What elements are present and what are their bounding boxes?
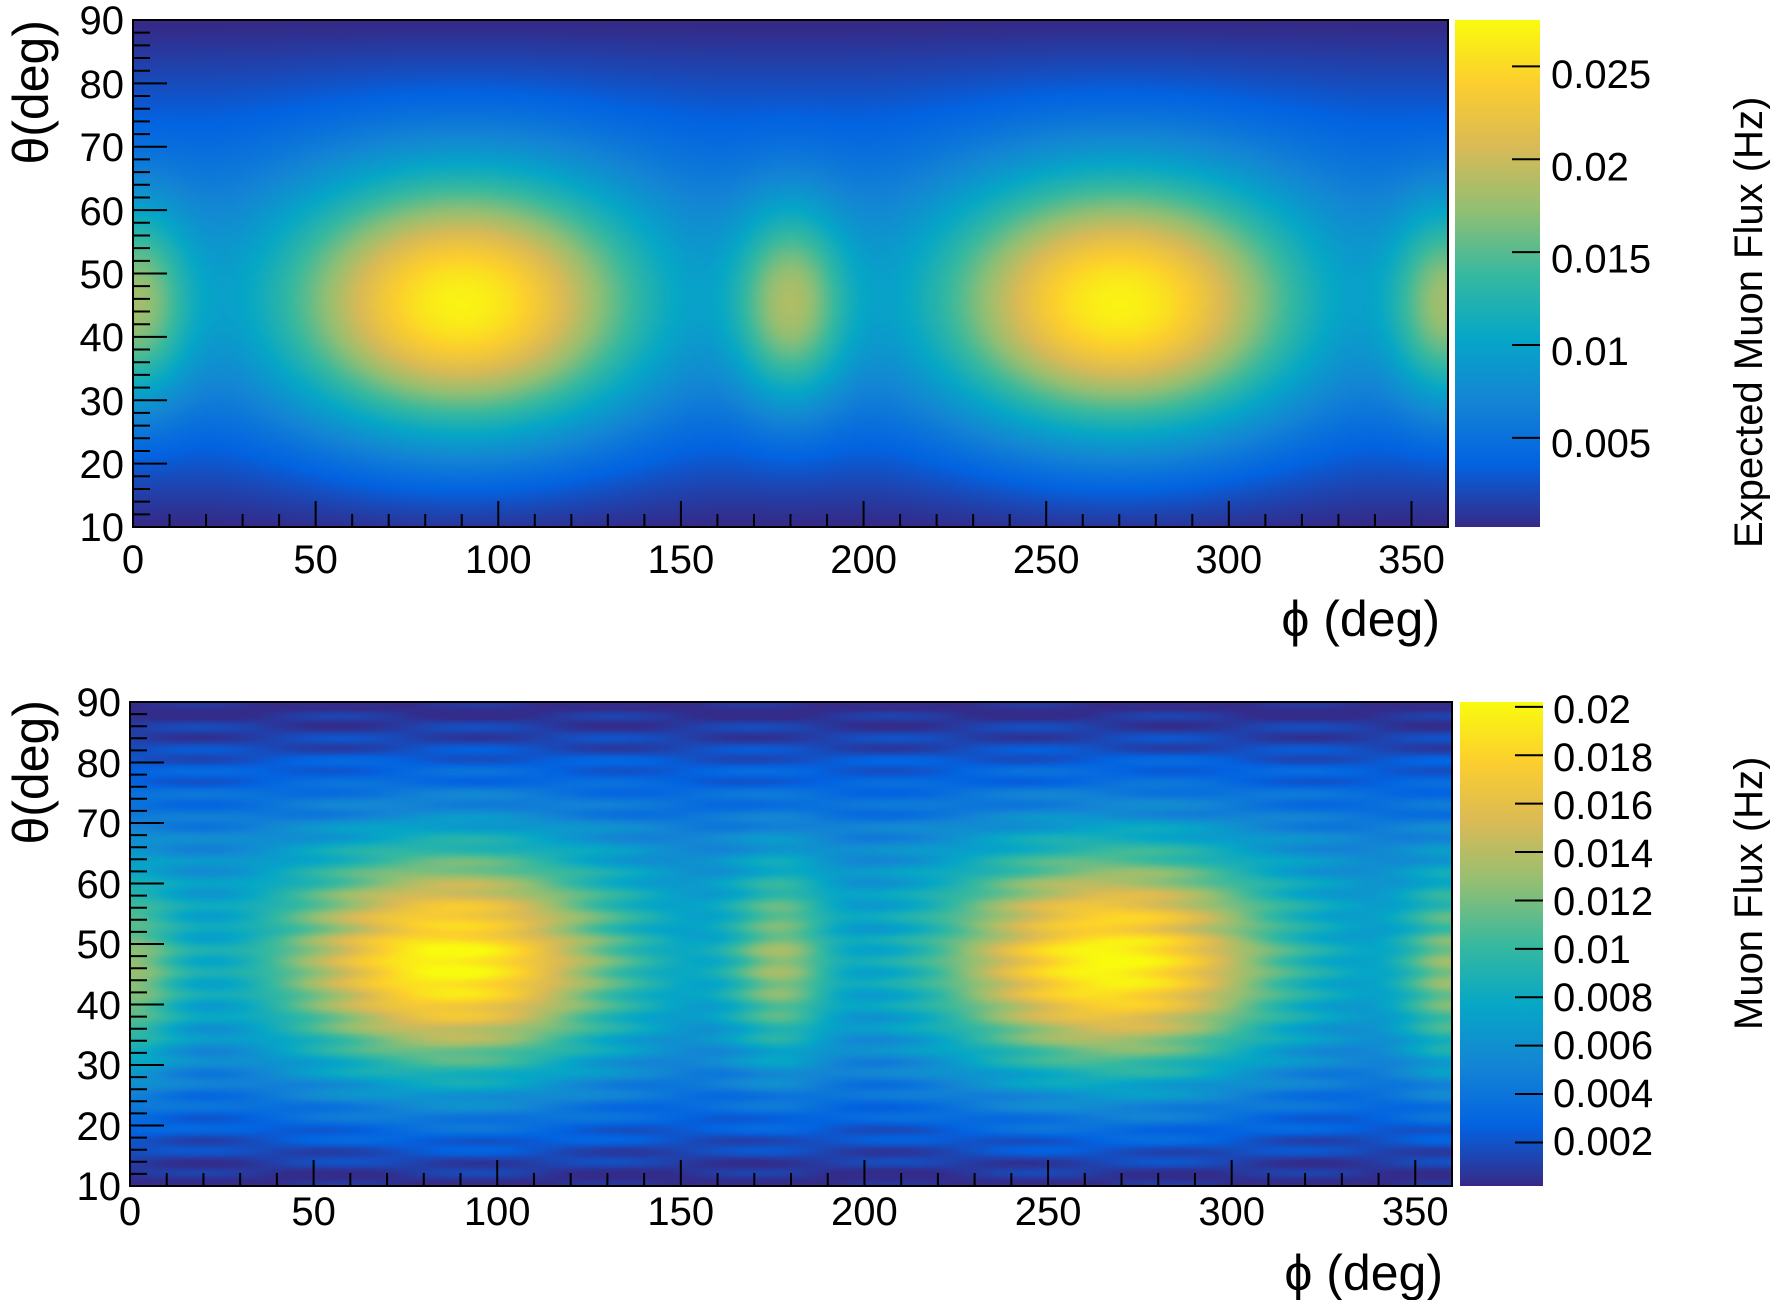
heatmap-image xyxy=(130,702,1452,1186)
colorbar-tick-label: 0.004 xyxy=(1553,1072,1653,1116)
y-tick-label: 90 xyxy=(77,681,122,725)
colorbar-tick-label: 0.014 xyxy=(1553,832,1653,876)
axis-ticks xyxy=(132,19,1449,528)
colorbar: 0.02 0.018 0.016 0.014 0.012 0.01 0.008 … xyxy=(1460,688,1770,1186)
y-tick-label: 50 xyxy=(77,923,122,967)
y-tick-label: 90 xyxy=(80,0,125,43)
colorbar-gradient xyxy=(1455,20,1540,527)
x-tick-label: 200 xyxy=(830,538,897,582)
x-tick-label: 0 xyxy=(122,538,144,582)
colorbar-tick-label: 0.008 xyxy=(1553,976,1653,1020)
y-tick-label: 80 xyxy=(77,742,122,786)
colorbar-tick-label: 0.01 xyxy=(1551,330,1629,374)
x-tick-label: 300 xyxy=(1195,538,1262,582)
colorbar-tick-label: 0.006 xyxy=(1553,1024,1653,1068)
colorbar-title: Muon Flux (Hz) xyxy=(1727,757,1770,1030)
colorbar-tick-label: 0.015 xyxy=(1551,238,1651,282)
colorbar-tick-label: 0.025 xyxy=(1551,53,1651,97)
colorbar-ticks xyxy=(1515,705,1543,1144)
y-axis-title: θ(deg) xyxy=(3,20,59,165)
x-tick-label: 250 xyxy=(1015,1190,1082,1234)
x-tick-labels: 0 50 100 150 200 250 300 350 xyxy=(122,538,1445,582)
x-tick-label: 50 xyxy=(291,1190,336,1234)
y-tick-label: 30 xyxy=(80,380,125,424)
y-tick-label: 10 xyxy=(77,1165,122,1209)
x-tick-label: 150 xyxy=(648,538,715,582)
panel-measured: 0 50 100 150 200 250 300 350 10 20 30 40… xyxy=(3,681,1770,1300)
x-tick-label: 300 xyxy=(1198,1190,1265,1234)
x-tick-label: 100 xyxy=(465,538,532,582)
y-tick-label: 60 xyxy=(80,190,125,234)
colorbar-tick-label: 0.005 xyxy=(1551,422,1651,466)
colorbar-tick-label: 0.018 xyxy=(1553,736,1653,780)
y-tick-labels: 10 20 30 40 50 60 70 80 90 xyxy=(80,0,125,550)
x-axis-title: ϕ (deg) xyxy=(1281,591,1440,647)
x-tick-label: 250 xyxy=(1013,538,1080,582)
y-tick-label: 20 xyxy=(77,1105,122,1149)
x-tick-label: 350 xyxy=(1378,538,1445,582)
colorbar-tick-label: 0.01 xyxy=(1553,928,1631,972)
colorbar-ticks xyxy=(1512,65,1540,439)
panel-expected: 0 50 100 150 200 250 300 350 10 20 30 40… xyxy=(3,0,1770,647)
y-tick-label: 60 xyxy=(77,863,122,907)
colorbar-title: Expected Muon Flux (Hz) xyxy=(1727,97,1770,548)
y-axis-title: θ(deg) xyxy=(3,700,59,845)
y-tick-label: 40 xyxy=(80,316,125,360)
x-tick-labels: 0 50 100 150 200 250 300 350 xyxy=(119,1190,1449,1234)
colorbar-tick-label: 0.012 xyxy=(1553,880,1653,924)
y-tick-labels: 10 20 30 40 50 60 70 80 90 xyxy=(77,681,122,1209)
y-tick-label: 70 xyxy=(77,802,122,846)
heatmap-plot-area xyxy=(129,701,1453,1187)
x-tick-label: 150 xyxy=(647,1190,714,1234)
x-tick-label: 100 xyxy=(464,1190,531,1234)
y-tick-label: 10 xyxy=(80,506,125,550)
axis-ticks xyxy=(129,701,1453,1187)
x-tick-label: 0 xyxy=(119,1190,141,1234)
heatmap-image xyxy=(133,20,1448,527)
x-tick-label: 50 xyxy=(293,538,338,582)
y-tick-label: 80 xyxy=(80,63,125,107)
y-tick-label: 40 xyxy=(77,984,122,1028)
y-tick-label: 70 xyxy=(80,126,125,170)
y-tick-label: 20 xyxy=(80,443,125,487)
colorbar-tick-label: 0.02 xyxy=(1551,145,1629,189)
heatmap-plot-area xyxy=(132,19,1449,528)
colorbar-tick-label: 0.016 xyxy=(1553,784,1653,828)
x-axis-title: ϕ (deg) xyxy=(1284,1245,1443,1300)
colorbar: 0.025 0.02 0.015 0.01 0.005 Expected Muo… xyxy=(1455,20,1770,548)
y-tick-label: 30 xyxy=(77,1044,122,1088)
x-tick-label: 200 xyxy=(831,1190,898,1234)
colorbar-tick-label: 0.02 xyxy=(1553,688,1631,732)
colorbar-gradient xyxy=(1460,702,1543,1186)
x-tick-label: 350 xyxy=(1382,1190,1449,1234)
colorbar-tick-label: 0.002 xyxy=(1553,1120,1653,1164)
y-tick-label: 50 xyxy=(80,253,125,297)
